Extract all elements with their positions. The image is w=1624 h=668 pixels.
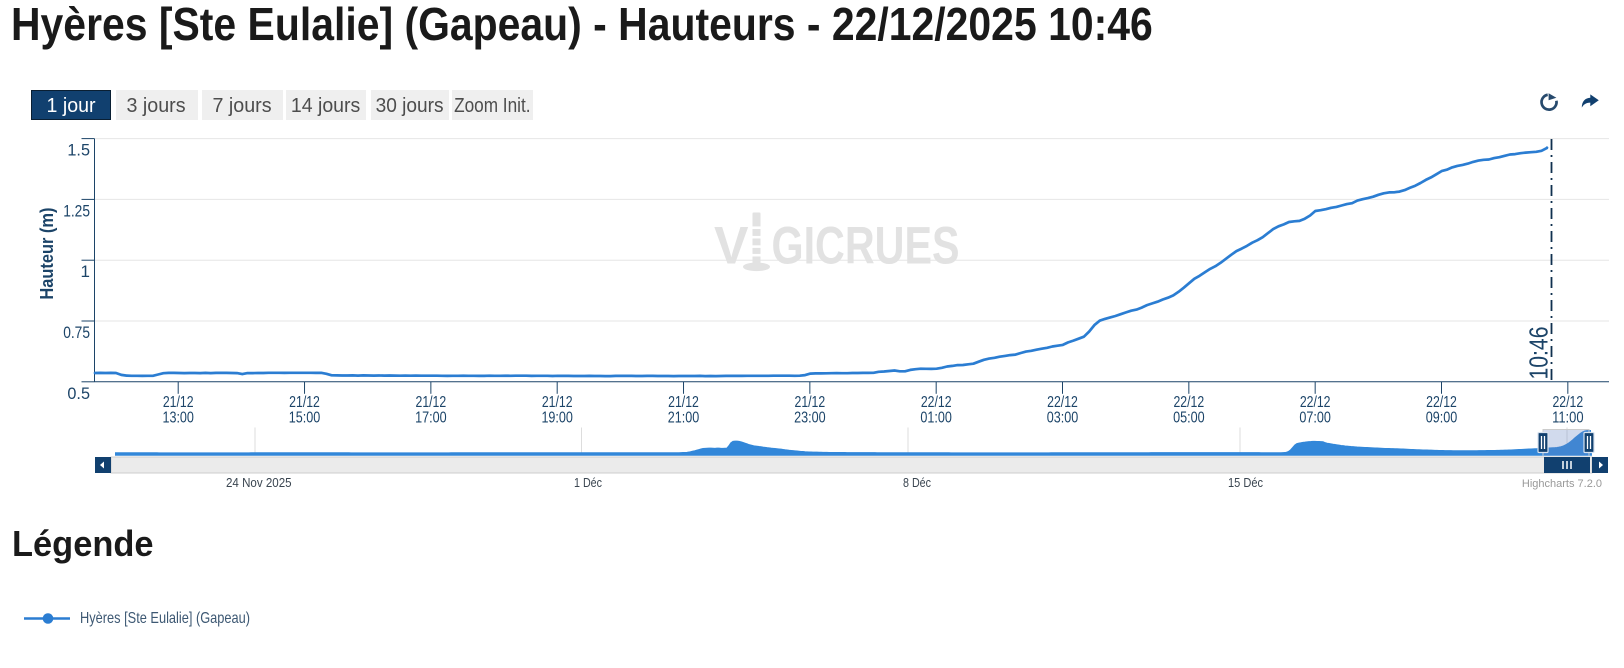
svg-text:22/12: 22/12: [1047, 394, 1078, 411]
svg-text:19:00: 19:00: [541, 409, 573, 426]
svg-text:GICRUES: GICRUES: [772, 216, 960, 275]
svg-text:07:00: 07:00: [1299, 409, 1331, 426]
svg-text:21/12: 21/12: [289, 394, 320, 411]
svg-text:1: 1: [81, 262, 90, 281]
svg-text:1.5: 1.5: [67, 141, 90, 160]
svg-text:21:00: 21:00: [668, 409, 700, 426]
svg-text:10:46: 10:46: [1523, 327, 1553, 380]
svg-text:22/12: 22/12: [1173, 394, 1204, 411]
svg-text:1 Déc: 1 Déc: [574, 476, 602, 490]
svg-text:23:00: 23:00: [794, 409, 826, 426]
svg-text:09:00: 09:00: [1426, 409, 1458, 426]
svg-text:0.5: 0.5: [67, 384, 90, 403]
svg-text:13:00: 13:00: [162, 409, 194, 426]
svg-text:22/12: 22/12: [921, 394, 952, 411]
svg-text:05:00: 05:00: [1173, 409, 1205, 426]
svg-text:1.25: 1.25: [63, 201, 90, 220]
svg-text:01:00: 01:00: [920, 409, 952, 426]
svg-text:21/12: 21/12: [416, 394, 447, 411]
svg-text:15:00: 15:00: [289, 409, 321, 426]
svg-text:21/12: 21/12: [668, 394, 699, 411]
svg-text:0.75: 0.75: [63, 323, 90, 342]
svg-text:22/12: 22/12: [1426, 394, 1457, 411]
svg-text:17:00: 17:00: [415, 409, 447, 426]
svg-text:22/12: 22/12: [1300, 394, 1331, 411]
svg-text:Hauteur (m): Hauteur (m): [36, 208, 57, 300]
svg-text:V: V: [714, 216, 749, 275]
svg-text:15 Déc: 15 Déc: [1228, 476, 1263, 490]
svg-text:21/12: 21/12: [795, 394, 826, 411]
svg-text:24 Nov 2025: 24 Nov 2025: [226, 476, 292, 490]
svg-text:22/12: 22/12: [1552, 394, 1583, 411]
svg-text:11:00: 11:00: [1552, 409, 1584, 426]
svg-text:21/12: 21/12: [542, 394, 573, 411]
svg-text:21/12: 21/12: [163, 394, 194, 411]
svg-text:Highcharts 7.2.0: Highcharts 7.2.0: [1522, 478, 1602, 490]
svg-text:03:00: 03:00: [1047, 409, 1079, 426]
svg-text:8 Déc: 8 Déc: [903, 476, 931, 490]
